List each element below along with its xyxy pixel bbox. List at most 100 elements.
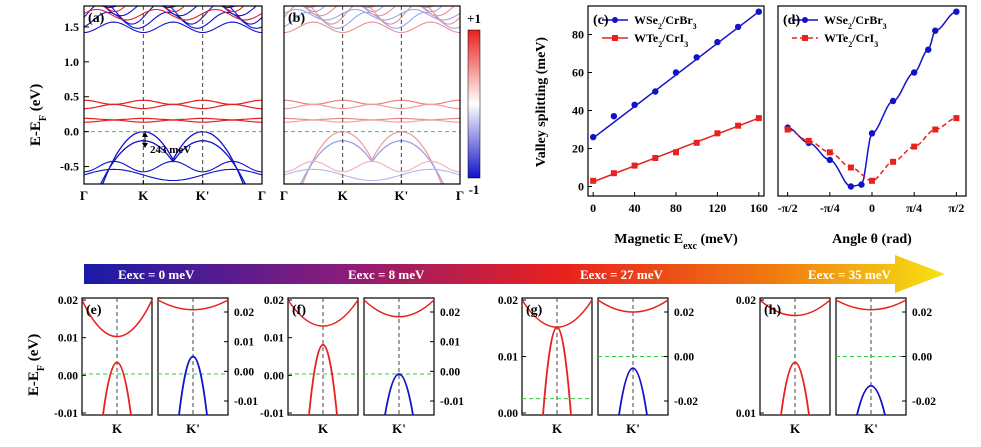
data-point xyxy=(784,126,791,133)
exchange-arrow-shape xyxy=(84,255,945,293)
y-tick-label: 0.01 xyxy=(498,352,518,364)
flat-band-1 xyxy=(284,99,460,105)
data-point xyxy=(826,149,833,156)
data-point xyxy=(631,101,638,109)
k-tick-label: Γ xyxy=(258,188,266,203)
k-tick-label: Γ xyxy=(456,188,464,203)
legend-marker xyxy=(612,17,618,23)
data-point xyxy=(590,177,597,184)
conduction-band xyxy=(84,8,262,21)
conduction-band xyxy=(284,8,460,21)
gap-arrow-heads xyxy=(142,132,148,148)
y-tick-label: 0.02 xyxy=(498,295,518,307)
panel-b: (b) Γ K K' Γ +1 -1 xyxy=(280,0,481,203)
x-tick-label: 160 xyxy=(750,201,768,215)
y-tick-label: 0.00 xyxy=(440,366,460,378)
valence-band xyxy=(308,344,338,416)
valence-band xyxy=(102,361,132,416)
k-label: K xyxy=(552,421,563,436)
data-point xyxy=(693,54,700,61)
conduction-band xyxy=(300,6,435,8)
data-point xyxy=(652,155,659,161)
data-point xyxy=(932,27,939,34)
legend-marker xyxy=(802,17,808,23)
valence-band-4 xyxy=(284,168,460,182)
y-tick-label: 0.00 xyxy=(912,352,932,364)
x-tick-label: π/4 xyxy=(906,201,922,215)
legend-label: WTe2/CrI3 xyxy=(824,31,878,49)
legend-label: WTe2/CrI3 xyxy=(634,31,688,49)
conduction-band xyxy=(284,21,460,34)
bands-a xyxy=(84,6,262,184)
conduction-band xyxy=(284,0,460,3)
data-point xyxy=(868,130,876,137)
data-point xyxy=(589,133,597,141)
y-tick-label: 0.02 xyxy=(674,307,694,319)
y-tick-label: -0.02 xyxy=(912,396,936,408)
label-c: (c) xyxy=(593,13,609,28)
conduction-band xyxy=(759,299,831,317)
conduction-band xyxy=(84,6,262,25)
y-tick-label: 1.5 xyxy=(64,20,79,34)
d-xlabel: Angle θ (rad) xyxy=(832,232,912,247)
y-tick-label: 0.00 xyxy=(58,370,78,382)
y-tick-label: 0.01 xyxy=(736,408,756,420)
y-tick-label: 0.02 xyxy=(264,295,284,307)
data-point xyxy=(610,170,617,177)
conduction-band xyxy=(284,6,460,25)
data-point xyxy=(858,181,865,188)
series-line-1 xyxy=(787,117,957,182)
legend-label: WSe2/CrBr3 xyxy=(824,13,887,31)
data-point xyxy=(610,113,618,120)
k-tick-label: K' xyxy=(196,188,210,203)
panel-c: 0 40 80 120 160020406080WSe2/CrBr3WTe2/CrI3 … xyxy=(534,5,768,252)
zoom-label: (f) xyxy=(292,303,306,318)
x-tick-label: 0 xyxy=(590,201,596,215)
flat-band-1 xyxy=(84,99,262,105)
flat-band-2 xyxy=(84,103,262,110)
conduction-band xyxy=(302,6,456,17)
y-tick-label: 0 xyxy=(578,180,584,194)
zoom-label: (g) xyxy=(526,303,543,318)
conduction-band xyxy=(104,6,245,13)
label-b: (b) xyxy=(288,11,305,26)
y-tick-label: 1.0 xyxy=(64,55,79,69)
valence-band-1 xyxy=(102,130,244,184)
exchange-arrow: Eexc = 0 meV Eexc = 8 meV Eexc = 27 meV … xyxy=(84,255,945,293)
valence-band-3 xyxy=(84,160,262,173)
conduction-band xyxy=(84,21,262,34)
data-point xyxy=(652,88,659,95)
yticks-a: -0.5 0.0 0.5 1.0 1.5 xyxy=(60,20,89,174)
valence-band-1 xyxy=(301,130,443,184)
conduction-band xyxy=(835,299,907,311)
k-label: K xyxy=(790,421,801,436)
y-tick-label: -0.01 xyxy=(260,408,284,420)
data-point xyxy=(673,149,679,156)
conduction-band xyxy=(303,6,443,13)
data-point xyxy=(826,156,834,164)
data-point xyxy=(925,46,932,53)
data-point xyxy=(805,137,812,144)
k-tick-label: K xyxy=(138,188,149,203)
conduction-band xyxy=(287,299,359,327)
zoom-panel-h: K K' (h) 0.02 0.01 0.02 0.00 -0.02 xyxy=(736,295,936,436)
y-tick-label: 80 xyxy=(572,28,584,42)
valence-band xyxy=(780,361,810,416)
data-point xyxy=(714,38,721,46)
k-label: K' xyxy=(186,421,200,436)
y-tick-label: 0.5 xyxy=(64,90,79,104)
k-tick-label: Γ xyxy=(80,188,88,203)
conduction-band xyxy=(100,6,237,8)
data-point xyxy=(889,97,897,105)
y-tick-label: -0.01 xyxy=(54,408,78,420)
zoom-label: (e) xyxy=(86,303,102,318)
k-tick-label: Γ xyxy=(280,188,288,203)
data-point xyxy=(953,115,960,122)
y-tick-label: 0.00 xyxy=(264,370,284,382)
y-tick-label: 0.01 xyxy=(234,337,254,349)
k-label: K' xyxy=(864,421,878,436)
conduction-band xyxy=(81,299,153,338)
zoom-label: (h) xyxy=(764,303,781,318)
colorbar-min: -1 xyxy=(469,182,480,197)
